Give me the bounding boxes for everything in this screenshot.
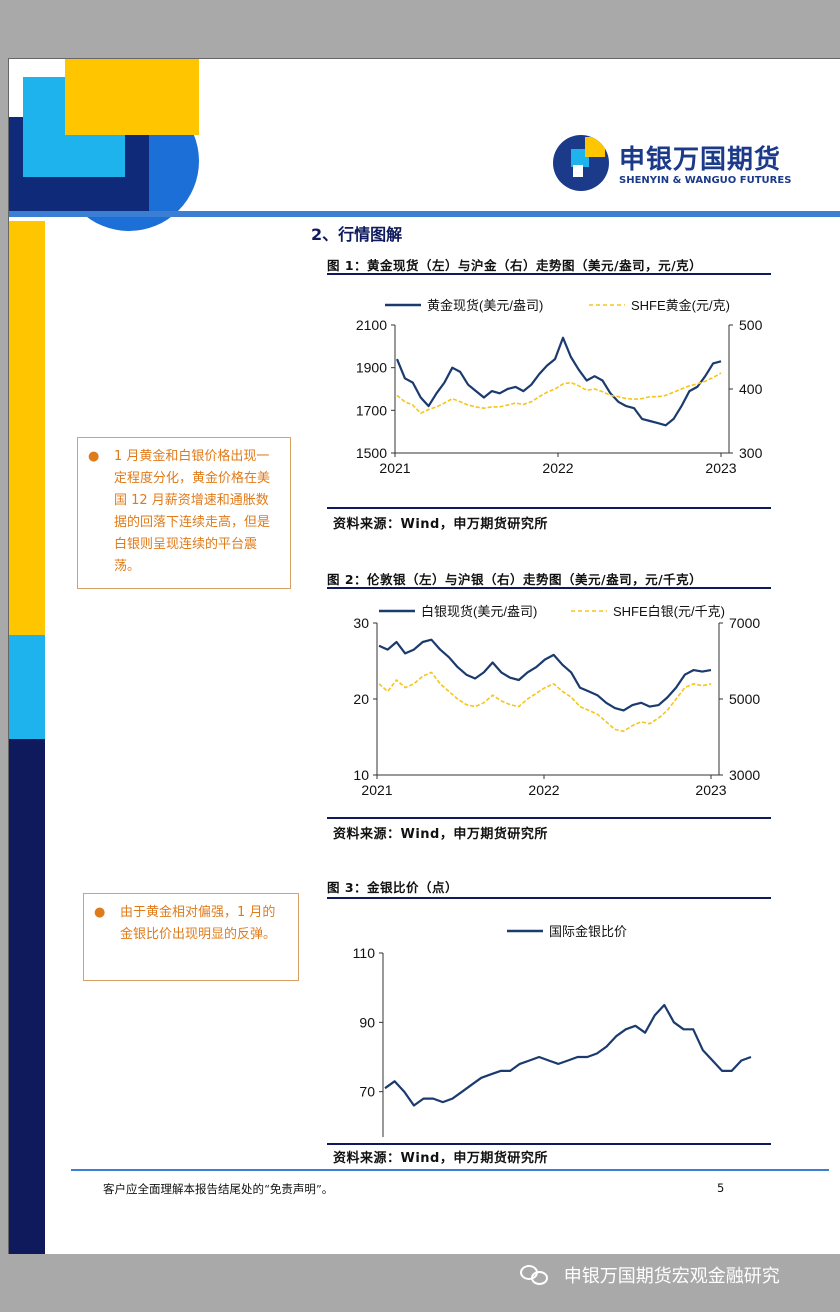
- left-bar-cyan: [9, 635, 45, 739]
- chart2-xtick-label-0: 2021: [361, 782, 392, 798]
- chart2-series-line-0: [378, 638, 712, 712]
- chart3-series-line-0: [384, 1003, 752, 1107]
- chart2-legend-label-0: 白银现货(美元/盎司): [421, 604, 537, 619]
- page-number: 5: [717, 1181, 725, 1195]
- note-1-bullet: ●: [88, 449, 100, 464]
- chart3-ytick-label-left-2: 70: [359, 1084, 375, 1100]
- watermark-text: 申银万国期货宏观金融研究: [563, 1266, 780, 1287]
- chart1-xtick-label-2: 2023: [705, 460, 736, 476]
- chart2-xtick-label-2: 2023: [695, 782, 726, 798]
- figure-1-top-rule: [327, 273, 771, 275]
- figure-3-source: 资料来源：Wind，申万期货研究所: [333, 1151, 548, 1166]
- chart1-ytick-label-left-2: 1700: [356, 402, 387, 418]
- footer-disclaimer: 客户应全面理解本报告结尾处的“免责声明”。: [103, 1182, 334, 1196]
- header-deco-yellow: [65, 59, 199, 135]
- figure-2-chart: 30 20 10 7000 5000 3000 2021 2022 2023 白银现货(美元/盎司…: [353, 604, 760, 798]
- footer-divider: [71, 1169, 829, 1171]
- header-divider: [9, 211, 840, 217]
- figure-3-title: 图 3：金银比价（点）: [327, 880, 459, 895]
- note-2-text: 由于黄金相对偏强，1 月的金银比价出现明显的反弹。: [120, 905, 277, 942]
- left-bar-navy: [9, 739, 45, 1254]
- figure-3-top-rule: [327, 897, 771, 899]
- note-box-1: ● 1 月黄金和白银价格出现一定程度分化，黄金价格在美国 12 月薪资增速和通胀…: [77, 437, 291, 589]
- chart1-series-line-0: [395, 336, 722, 427]
- chart2-ytick-label-left-0: 30: [353, 615, 369, 631]
- figure-3-bottom-rule: [327, 1143, 771, 1145]
- figure-2-title: 图 2：伦敦银（左）与沪银（右）走势图（美元/盎司，元/千克）: [327, 572, 703, 587]
- chart1-ytick-label-left-0: 2100: [356, 317, 387, 333]
- chart1-xtick-label-0: 2021: [379, 460, 410, 476]
- logo-name-en: SHENYIN & WANGUO FUTURES: [619, 175, 792, 186]
- chart2-ytick-label-right-0: 7000: [729, 615, 760, 631]
- chart1-ytick-label-right-0: 500: [739, 317, 763, 333]
- chart1-ytick-label-left-3: 1500: [356, 445, 387, 461]
- chart2-legend-label-1: SHFE白银(元/千克): [613, 604, 725, 619]
- note-1-text: 1 月黄金和白银价格出现一定程度分化，黄金价格在美国 12 月薪资增速和通胀数据…: [114, 449, 271, 574]
- chart2-ytick-label-right-1: 5000: [729, 691, 760, 707]
- chart3-ytick-label-left-1: 90: [359, 1014, 375, 1030]
- figure-1-source: 资料来源：Wind，申万期货研究所: [333, 517, 548, 532]
- chart3-legend-label-0: 国际金银比价: [549, 924, 627, 939]
- chart3-ytick-label-left-0: 110: [353, 945, 376, 961]
- chart1-legend-label-0: 黄金现货(美元/盎司): [427, 298, 543, 313]
- chart2-series-line-1: [378, 671, 712, 733]
- chart2-ytick-label-right-2: 3000: [729, 767, 760, 783]
- figure-3-chart: 110907050202120222023国际金银比价: [353, 924, 752, 1137]
- chart1-series-line-1: [396, 372, 722, 415]
- chart1-ytick-label-left-1: 1900: [356, 360, 387, 376]
- figure-2-top-rule: [327, 587, 771, 589]
- section-title: 2、行情图解: [311, 225, 403, 244]
- figure-1-chart: 2100 1900 1700 1500 500 400 300 2021 2022 2023 黄金现…: [356, 298, 763, 476]
- chart1-legend-label-1: SHFE黄金(元/克): [631, 298, 730, 313]
- wechat-icon: [520, 1263, 550, 1287]
- figure-2-source: 资料来源：Wind，申万期货研究所: [333, 827, 548, 842]
- logo-mark-icon: [553, 135, 609, 191]
- company-logo: 申银万国期货 SHENYIN & WANGUO FUTURES: [553, 133, 793, 195]
- chart2-ytick-label-left-1: 20: [353, 691, 369, 707]
- note-2-bullet: ●: [94, 905, 106, 920]
- left-bar-yellow: [9, 221, 45, 635]
- logo-name-cn: 申银万国期货: [619, 145, 782, 175]
- watermark: 申银万国期货宏观金融研究: [520, 1262, 780, 1292]
- figure-1-title: 图 1：黄金现货（左）与沪金（右）走势图（美元/盎司，元/克）: [327, 258, 703, 273]
- chart1-ytick-label-right-1: 400: [739, 381, 763, 397]
- chart1-xtick-label-1: 2022: [542, 460, 573, 476]
- figure-2-bottom-rule: [327, 817, 771, 819]
- chart2-ytick-label-left-2: 10: [353, 767, 369, 783]
- report-page: 申银万国期货 SHENYIN & WANGUO FUTURES 2、行情图解 图…: [8, 58, 840, 1254]
- chart2-xtick-label-1: 2022: [528, 782, 559, 798]
- chart1-ytick-label-right-2: 300: [739, 445, 763, 461]
- figure-1-bottom-rule: [327, 507, 771, 509]
- note-box-2: ● 由于黄金相对偏强，1 月的金银比价出现明显的反弹。: [83, 893, 299, 981]
